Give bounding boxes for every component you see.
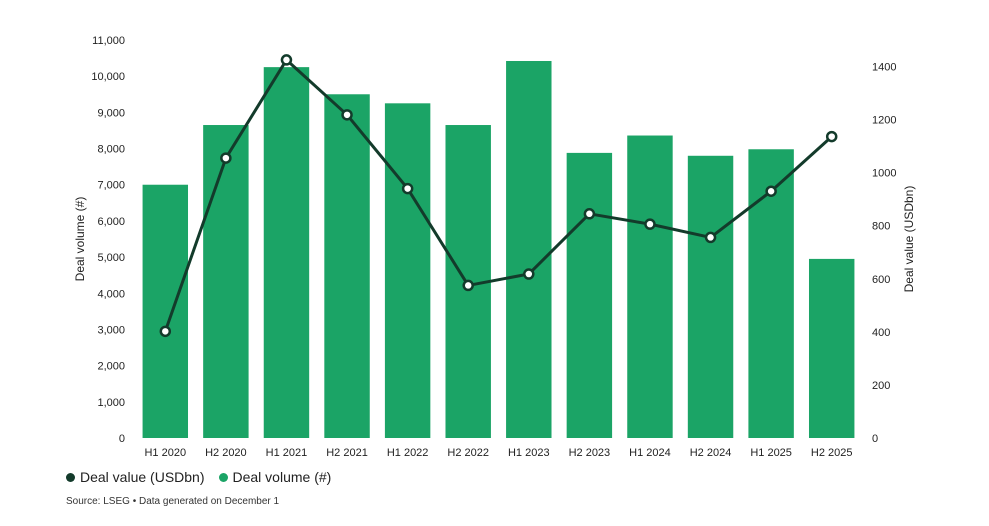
y-tick-label: 2,000: [97, 361, 125, 373]
y-tick-label: 1,000: [97, 397, 125, 409]
y-tick-label: 0: [119, 433, 125, 445]
bar-h1-2024: [627, 135, 673, 438]
y-tick-label: 4,000: [97, 288, 125, 300]
deal-value-point-h1-2020: [159, 325, 172, 338]
y-axis-title: Deal volume (#): [73, 197, 87, 282]
y2-tick-label: 400: [872, 327, 890, 339]
deal-value-point-h1-2023: [523, 268, 535, 280]
source-note: Source: LSEG • Data generated on Decembe…: [66, 496, 280, 507]
y-tick-label: 6,000: [97, 216, 125, 228]
y2-axis-title: Deal value (USDbn): [902, 186, 916, 293]
bar-h2-2020: [203, 125, 249, 438]
x-tick-label: H1 2023: [508, 447, 550, 459]
bar-h1-2025: [748, 149, 794, 438]
legend-label-deal-value: Deal value (USDbn): [80, 469, 205, 485]
bar-h2-2024: [687, 155, 734, 439]
y-tick-label: 3,000: [97, 324, 125, 336]
x-tick-label: H1 2021: [266, 447, 308, 459]
y2-tick-label: 600: [872, 274, 890, 286]
deal-value-point-h2-2020: [220, 152, 232, 164]
legend-swatch-deal-value: [66, 472, 75, 482]
chart-svg: 0 1,000 2,000 3,000 4,000 5,000 6,000 7,000 8,00…: [73, 35, 916, 459]
bar-h1-2021: [263, 67, 310, 439]
y2-tick-label: 0: [872, 433, 878, 445]
bar-h1-2020: [142, 184, 189, 438]
bar-h2-2025: [808, 258, 855, 438]
y-tick-label: 7,000: [97, 180, 125, 192]
deal-value-point-h1-2024: [644, 218, 656, 230]
x-tick-label: H2 2023: [569, 447, 611, 459]
y-tick-label: 9,000: [97, 107, 125, 119]
y2-tick-label: 1000: [872, 168, 896, 180]
deal-value-point-h1-2025: [765, 185, 777, 197]
y2-tick-label: 800: [872, 221, 890, 233]
y2-tick-label: 1200: [872, 115, 896, 127]
deal-value-point-h2-2021: [341, 109, 353, 121]
bar-h1-2022: [384, 103, 431, 439]
legend: Deal value (USDbn) Deal volume (#): [66, 469, 331, 485]
bar-h1-2023: [506, 60, 552, 439]
deal-value-point-h1-2022: [401, 182, 414, 195]
x-tick-label: H2 2021: [326, 447, 368, 459]
legend-item-deal-volume: Deal volume (#): [218, 469, 332, 485]
x-tick-label: H1 2024: [629, 447, 671, 459]
deal-value-point-h2-2025: [825, 130, 838, 143]
x-tick-label: H1 2022: [387, 447, 429, 459]
x-tick-label: H1 2025: [750, 447, 792, 459]
y2-tick-label: 200: [872, 380, 890, 392]
deal-value-point-h2-2024: [704, 231, 717, 244]
y-tick-label: 10,000: [91, 71, 125, 83]
legend-label-deal-volume: Deal volume (#): [232, 469, 332, 485]
x-tick-label: H1 2020: [144, 447, 186, 459]
deal-value-point-h1-2021: [280, 54, 293, 66]
y-tick-label: 5,000: [97, 252, 125, 264]
deal-value-line: [163, 58, 833, 332]
y-tick-label: 8,000: [97, 144, 125, 156]
deal-value-point-h2-2023: [583, 208, 596, 220]
y-tick-label: 11,000: [92, 35, 125, 47]
deal-value-point-h2-2022: [462, 279, 474, 292]
x-tick-label: H2 2020: [205, 447, 247, 459]
bar-h2-2021: [324, 94, 370, 438]
x-tick-label: H2 2022: [447, 447, 489, 459]
x-tick-label: H2 2024: [690, 447, 732, 459]
legend-item-deal-value: Deal value (USDbn): [66, 469, 205, 485]
bar-h2-2023: [566, 152, 613, 438]
x-tick-label: H2 2025: [811, 447, 853, 459]
y2-tick-label: 1400: [872, 62, 896, 74]
legend-swatch-deal-volume: [218, 472, 228, 482]
